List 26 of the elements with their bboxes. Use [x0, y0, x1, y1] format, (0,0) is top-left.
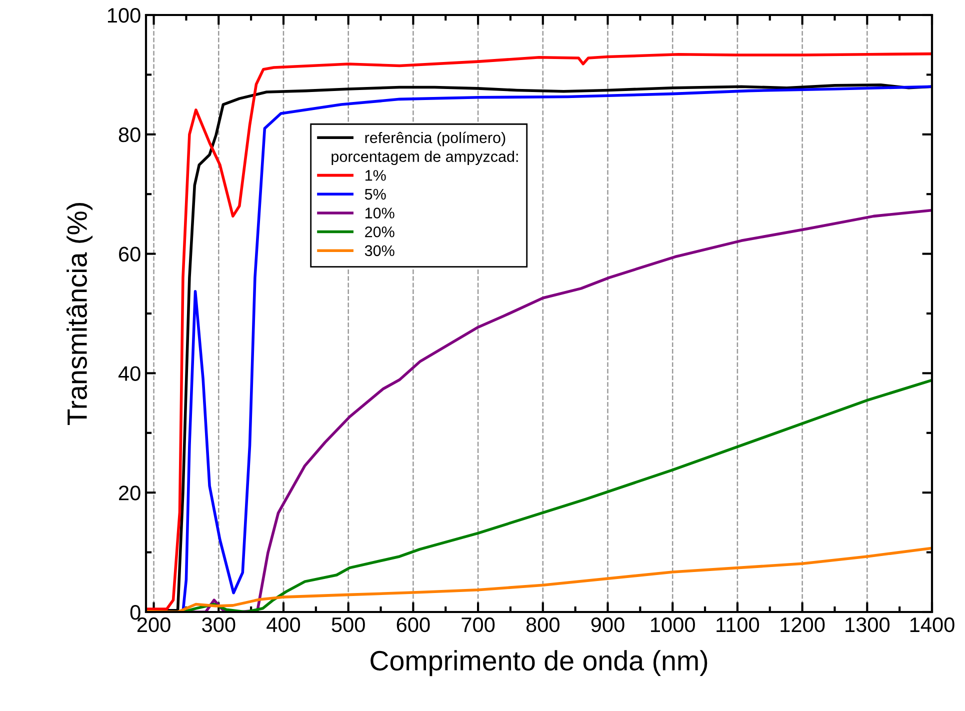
y-tick-label: 60: [119, 246, 140, 262]
x-tick-label: 800: [526, 617, 560, 632]
legend-label: 10%: [365, 208, 394, 218]
x-tick-label: 1300: [846, 617, 890, 632]
legend-label: 20%: [365, 226, 394, 238]
x-tick-label: 1000: [651, 617, 695, 632]
x-tick-label: 300: [202, 617, 236, 632]
x-tick-label: 900: [591, 617, 624, 632]
x-tick-label: 600: [396, 617, 430, 632]
x-tick-label: 500: [332, 617, 365, 632]
legend-label: 1%: [365, 170, 386, 181]
y-tick-label: 40: [118, 366, 140, 381]
x-tick-label: 400: [266, 617, 300, 632]
legend-label: referência (polímero): [365, 132, 506, 146]
x-axis-title: Comprimento de onda (nm): [370, 650, 708, 676]
x-tick-label: 700: [462, 617, 495, 632]
y-tick-label: 100: [108, 8, 140, 23]
y-tick-label: 80: [118, 127, 140, 142]
x-tick-label: 1400: [910, 617, 954, 632]
legend-title: porcentagem de ampyzcad:: [332, 150, 518, 166]
y-axis-title: Transmitância (%): [66, 203, 92, 426]
x-tick-label: 1100: [716, 617, 760, 632]
legend-label: 5%: [364, 188, 386, 200]
y-tick-label: 20: [119, 486, 140, 500]
x-tick-label: 1200: [780, 617, 825, 632]
legend-label: 30%: [364, 245, 394, 256]
